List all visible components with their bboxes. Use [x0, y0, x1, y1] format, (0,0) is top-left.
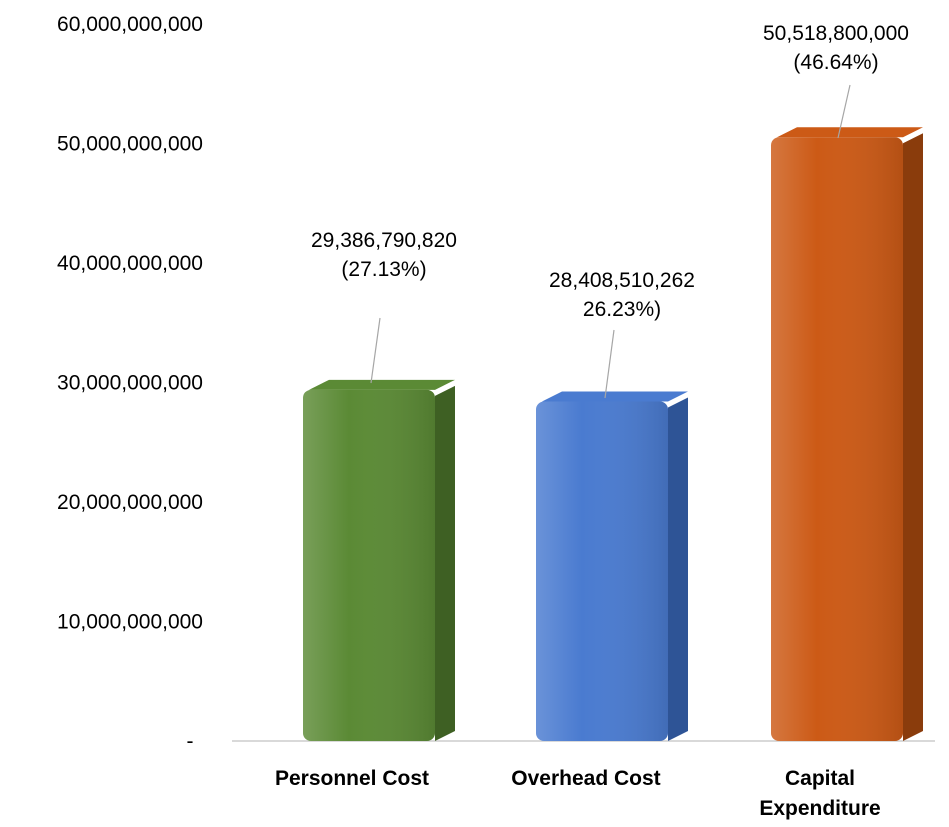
bar-side [903, 133, 923, 741]
y-tick-label: 40,000,000,000 [57, 252, 203, 275]
bar [771, 127, 923, 741]
data-label: 26.23%) [583, 298, 661, 321]
x-category-label: Personnel Cost [275, 767, 429, 790]
bar-top [309, 379, 455, 390]
bar-shading [771, 137, 903, 741]
x-category-label: Overhead Cost [511, 767, 660, 790]
y-tick-label: 20,000,000,000 [57, 491, 203, 514]
bar-top [777, 127, 923, 138]
y-tick-label: 50,000,000,000 [57, 133, 203, 156]
y-axis: - 10,000,000,000 20,000,000,000 30,000,000,… [57, 13, 203, 753]
data-label: 28,408,510,262 [549, 269, 695, 292]
y-tick-label: 30,000,000,000 [57, 372, 203, 395]
bar [303, 379, 455, 741]
x-category-label: Capital [785, 767, 855, 790]
data-label: (27.13%) [341, 258, 426, 281]
leader-line [370, 317, 381, 384]
bar-top [542, 391, 688, 402]
data-labels: 29,386,790,820 (27.13%) 28,408,510,262 26.2… [311, 22, 909, 321]
y-tick-label: - [187, 730, 194, 753]
data-label: 50,518,800,000 [763, 22, 909, 45]
x-axis: Personnel Cost Overhead Cost Capital Expend… [275, 767, 881, 820]
data-label: 29,386,790,820 [311, 229, 457, 252]
y-tick-label: 60,000,000,000 [57, 13, 203, 36]
leader-line [604, 329, 615, 399]
bars [303, 127, 923, 741]
leader-line [837, 84, 851, 139]
bar [536, 391, 688, 741]
data-label: (46.64%) [793, 51, 878, 74]
y-tick-label: 10,000,000,000 [57, 611, 203, 634]
bar-side [668, 397, 688, 741]
data-label-leaders [370, 84, 851, 399]
bar-side [435, 385, 455, 741]
bar-shading [536, 401, 668, 741]
bar-shading [303, 389, 435, 741]
x-category-label: Expenditure [759, 797, 880, 820]
